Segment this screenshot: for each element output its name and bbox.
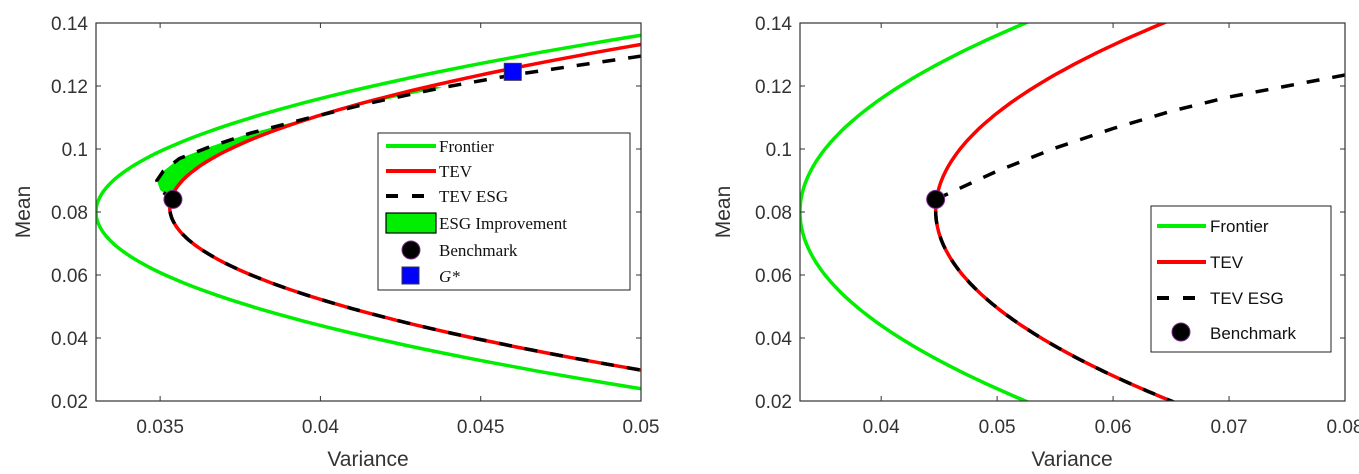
right-legend: Frontier TEV TEV ESG Benchmark [1150,205,1332,353]
x-tick-label: 0.04 [863,417,900,438]
y-tick-label: 0.14 [51,14,88,35]
legend-gstar-label: G* [439,267,460,286]
y-tick-label: 0.06 [755,266,792,287]
x-tick-label: 0.06 [1095,417,1132,438]
x-tick-label: 0.05 [979,417,1016,438]
legend-benchmark-marker [1171,322,1191,342]
left-legend: Frontier TEV TEV ESG ESG Improvement Ben… [377,132,631,291]
legend-benchmark-marker [401,240,421,260]
legend-esg-improvement-label: ESG Improvement [439,214,567,233]
legend-esg-improvement-swatch [385,212,437,234]
y-tick-label: 0.1 [766,140,792,161]
gstar-marker [503,62,522,81]
right-plot-ticks: 0.04 0.05 0.06 0.07 0.08 0.02 0.04 0.06 0.08 0.1 0… [755,14,1359,438]
y-tick-label: 0.1 [62,140,88,161]
left-x-axis-label: Variance [327,448,408,471]
y-tick-label: 0.08 [755,203,792,224]
x-tick-label: 0.04 [302,417,339,438]
left-plot: 0.035 0.04 0.045 0.05 0.02 0.04 0.06 0.08 0.1 0.1… [12,14,659,471]
y-tick-label: 0.14 [755,14,792,35]
y-tick-label: 0.12 [755,77,792,98]
right-plot: 0.04 0.05 0.06 0.07 0.08 0.02 0.04 0.06 0.08 0.1 0… [712,14,1359,471]
right-y-axis-label: Mean [712,186,735,239]
x-tick-label: 0.045 [457,417,505,438]
legend-tev-esg-label: TEV ESG [439,187,508,206]
benchmark-marker [926,189,946,209]
legend-gstar-marker [401,266,420,285]
legend-frontier-label: Frontier [1210,217,1269,236]
legend-benchmark-label: Benchmark [1210,324,1296,343]
right-x-axis-label: Variance [1031,448,1112,471]
y-tick-label: 0.12 [51,77,88,98]
y-tick-label: 0.06 [51,266,88,287]
x-tick-label: 0.05 [623,417,660,438]
y-tick-label: 0.04 [755,329,792,350]
x-tick-label: 0.035 [136,417,184,438]
legend-benchmark-label: Benchmark [439,241,518,260]
x-tick-label: 0.07 [1211,417,1248,438]
right-plot-marks [800,23,1345,401]
y-tick-label: 0.04 [51,329,88,350]
y-tick-label: 0.02 [755,392,792,413]
left-legend-box [377,132,631,291]
frontier-curve [96,33,641,391]
legend-tev-esg-label: TEV ESG [1210,289,1284,308]
legend-frontier-label: Frontier [439,137,494,156]
legend-tev-label: TEV [1210,253,1244,272]
left-plot-marks [96,33,641,391]
x-tick-label: 0.08 [1327,417,1359,438]
benchmark-marker [163,189,183,209]
left-y-axis-label: Mean [12,186,35,239]
frontier-curve [800,23,1031,401]
y-tick-label: 0.08 [51,203,88,224]
left-plot-ticks: 0.035 0.04 0.045 0.05 0.02 0.04 0.06 0.08 0.1 0.1… [51,14,659,438]
legend-tev-label: TEV [439,162,473,181]
y-tick-label: 0.02 [51,392,88,413]
